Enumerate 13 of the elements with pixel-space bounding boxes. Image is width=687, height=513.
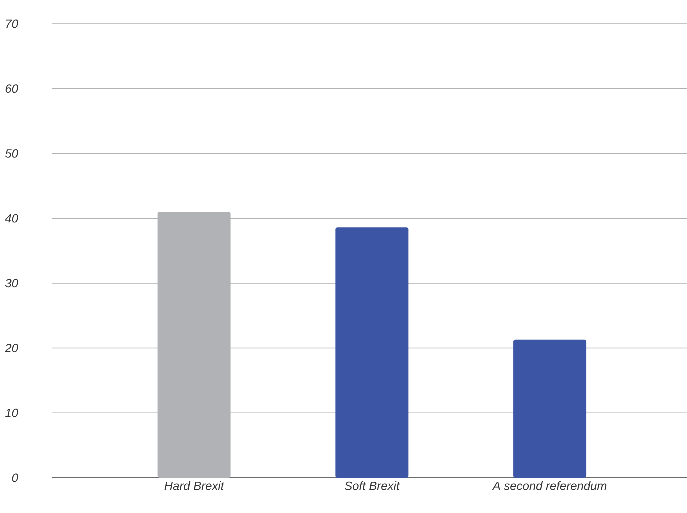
bar — [514, 340, 587, 478]
bar — [336, 228, 409, 478]
y-tick-label: 50 — [5, 149, 18, 158]
y-tick-label: 30 — [5, 279, 18, 288]
y-tick-label: 10 — [5, 408, 18, 418]
x-tick-label: Soft Brexit — [344, 482, 400, 490]
y-tick-label: 20 — [5, 344, 18, 353]
y-tick-label: 0 — [12, 474, 18, 482]
y-tick-label: 70 — [6, 20, 18, 28]
y-tick-label: 40 — [5, 214, 18, 223]
y-tick-label: 60 — [6, 84, 18, 94]
x-tick-label: Hard Brexit — [164, 482, 225, 490]
x-tick-label: A second referendum — [492, 482, 607, 490]
